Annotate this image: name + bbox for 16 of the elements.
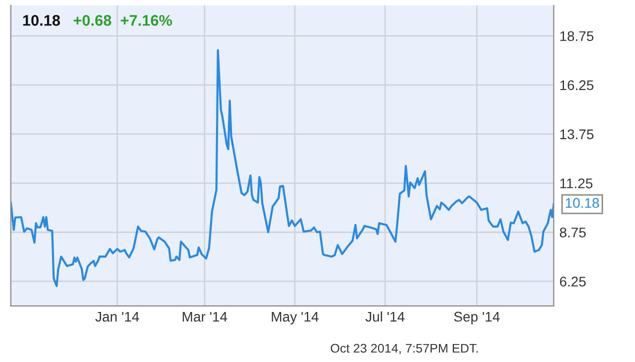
y-tick-label: 18.75 [560,31,594,42]
annotation: 10.18 [566,198,599,208]
y-tick-label: 16.25 [560,80,594,90]
x-tick-label: Jan '14 [95,312,140,322]
x-tick-label: Mar '14 [182,312,228,322]
y-tick-label: 13.75 [560,129,594,140]
y-tick-label: 8.75 [560,228,586,238]
x-tick-label: May '14 [272,312,319,324]
text: Oct 23 2014, 7:57PM EDT. [330,344,478,354]
chart-title: 10.18 [23,15,60,26]
x-tick-label: Jul '14 [365,311,405,322]
line-series [10,49,554,288]
y-tick-label: 11.25 [560,178,592,188]
y-tick-label: 6.25 [560,276,586,287]
chart-subtitle: +0.68 +7.16% [74,15,172,26]
x-tick-label: Sep '14 [454,312,500,324]
